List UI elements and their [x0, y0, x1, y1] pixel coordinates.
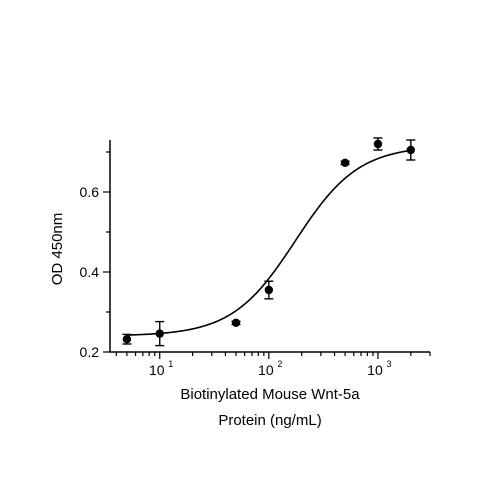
y-tick-label: 0.2: [80, 344, 100, 360]
data-point: [122, 335, 132, 344]
data-point: [373, 139, 383, 149]
x-axis-label-line-2: Protein (ng/mL): [218, 412, 321, 429]
x-tick-label-exponent: 1: [168, 359, 173, 369]
tick-labels: 0.20.40.610 1 10 2 10 3: [80, 184, 392, 378]
data-point: [264, 285, 274, 295]
tick-marks: [103, 151, 431, 359]
x-tick-label: 10: [367, 362, 383, 378]
x-axis-label-line-1: Biotinylated Mouse Wnt-5a: [180, 386, 360, 403]
fit-curve: [126, 149, 411, 336]
x-tick-label-exponent: 2: [277, 359, 282, 369]
y-tick-label: 0.4: [80, 264, 100, 280]
data-point: [406, 145, 415, 155]
y-tick-label: 0.6: [80, 184, 100, 200]
error-bars: [122, 137, 416, 347]
data-points: [122, 139, 415, 344]
x-tick-label: 10: [149, 362, 165, 378]
data-point: [231, 318, 241, 327]
x-tick-label-exponent: 3: [386, 359, 391, 369]
data-point: [155, 329, 164, 338]
data-point: [340, 158, 350, 167]
y-axis-label: OD 450nm: [49, 213, 66, 286]
axes: [109, 140, 430, 353]
x-tick-label: 10: [258, 362, 274, 378]
